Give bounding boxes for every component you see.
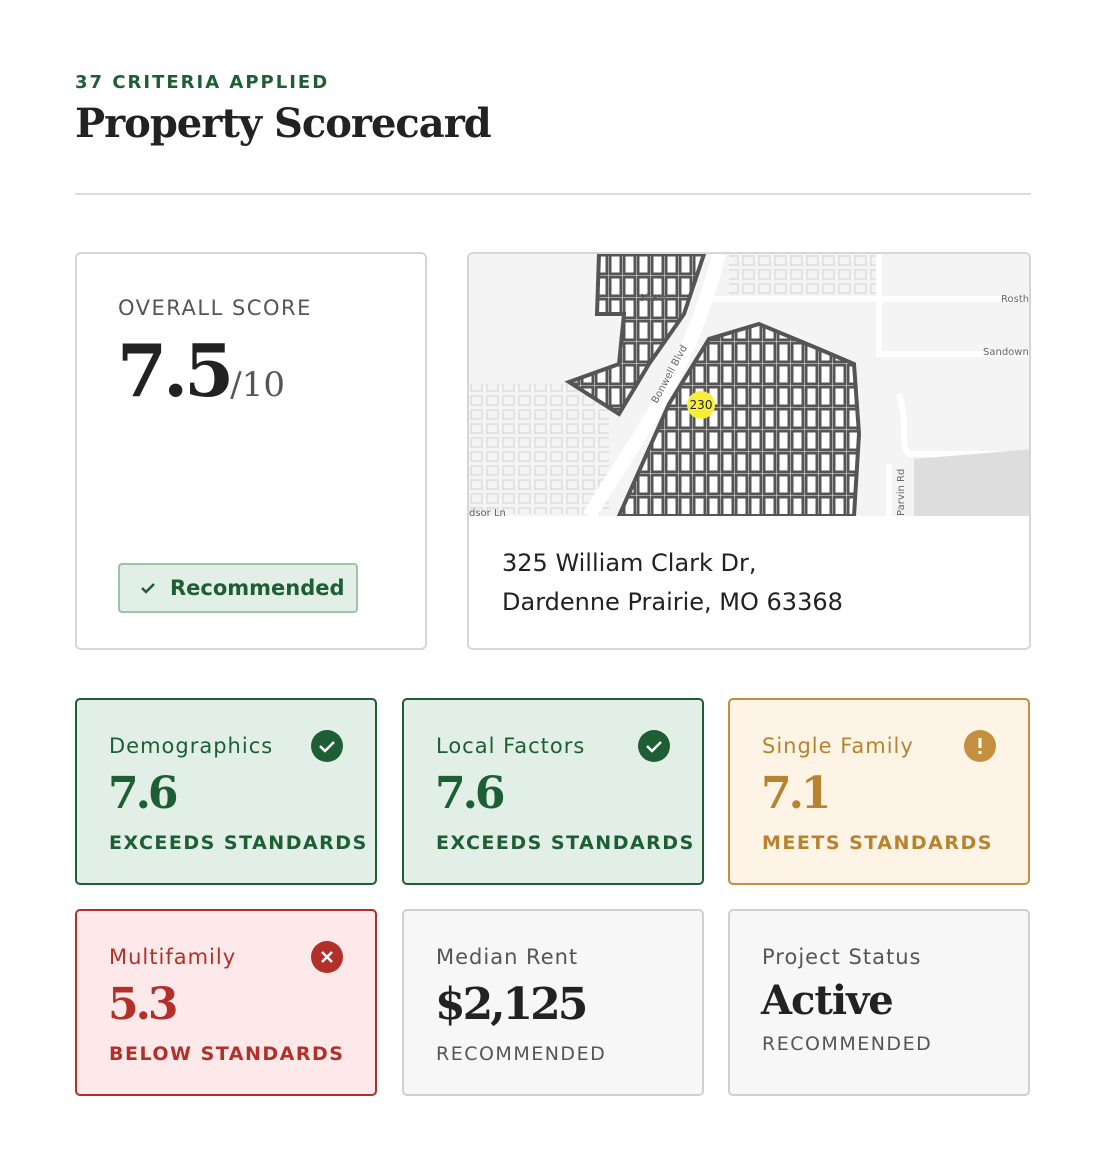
fail-icon	[311, 941, 343, 973]
metric-card: Local Factors 7.6 EXCEEDS STANDARDS	[402, 698, 704, 885]
metric-card: Median Rent $2,125 RECOMMENDED	[402, 909, 704, 1096]
address-line: 325 William Clark Dr,	[502, 549, 757, 577]
metric-value: 7.6	[108, 768, 179, 819]
metric-name: Project Status	[762, 945, 922, 969]
map-label: Rosthe	[1001, 294, 1031, 305]
map: Shaw Bonwell Blvd 230 Rosthe Sandown D P…	[469, 254, 1031, 516]
metric-value: 5.3	[108, 979, 179, 1030]
map-block	[564, 254, 707, 417]
metric-status: RECOMMENDED	[436, 1043, 607, 1065]
divider	[75, 193, 1031, 195]
metric-value: 7.1	[761, 768, 832, 819]
metric-status: EXCEEDS STANDARDS	[109, 832, 368, 854]
metric-status: RECOMMENDED	[762, 1033, 933, 1055]
metric-status: BELOW STANDARDS	[109, 1043, 345, 1065]
map-marker	[687, 391, 715, 419]
map-label: dsor Ln	[469, 508, 506, 516]
metric-value: Active	[761, 977, 894, 1024]
address-line: Dardenne Prairie, MO 63368	[502, 588, 843, 616]
metric-name: Median Rent	[436, 945, 579, 969]
eyebrow: 37 CRITERIA APPLIED	[75, 72, 330, 93]
check-icon	[311, 730, 343, 762]
metric-card: Demographics 7.6 EXCEEDS STANDARDS	[75, 698, 377, 885]
map-label: Shaw	[639, 293, 666, 304]
metric-card: Single Family 7.1 MEETS STANDARDS	[728, 698, 1030, 885]
map-block	[616, 321, 862, 516]
score-value: 7.5	[117, 328, 234, 413]
metric-value: 7.6	[435, 768, 506, 819]
score: 7.5/10	[117, 328, 285, 413]
metric-name: Multifamily	[109, 945, 237, 969]
metric-card: Multifamily 5.3 BELOW STANDARDS	[75, 909, 377, 1096]
badge-text: Recommended	[170, 576, 345, 600]
metric-status: EXCEEDS STANDARDS	[436, 832, 695, 854]
metric-name: Demographics	[109, 734, 274, 758]
metric-name: Local Factors	[436, 734, 586, 758]
score-scale: /10	[230, 365, 285, 405]
map-label: Parvin Rd	[896, 469, 907, 516]
map-marker-label: 230	[690, 398, 713, 412]
map-road	[709, 254, 1029, 516]
map-area	[729, 254, 879, 294]
map-lot	[914, 449, 1029, 516]
check-icon	[638, 730, 670, 762]
map-card: Shaw Bonwell Blvd 230 Rosthe Sandown D P…	[467, 252, 1031, 650]
map-area	[469, 384, 609, 514]
page-title: Property Scorecard	[75, 100, 492, 147]
metric-name: Single Family	[762, 734, 914, 758]
check-icon	[141, 583, 155, 594]
map-road	[583, 254, 726, 516]
metric-status: MEETS STANDARDS	[762, 832, 993, 854]
address: 325 William Clark Dr, Dardenne Prairie, …	[502, 544, 843, 622]
score-label: OVERALL SCORE	[118, 296, 312, 320]
score-card: OVERALL SCORE 7.5/10 Recommended	[75, 252, 427, 650]
map-label: Sandown D	[983, 347, 1031, 358]
metric-value: $2,125	[435, 979, 588, 1030]
metric-card: Project Status Active RECOMMENDED	[728, 909, 1030, 1096]
warning-icon	[964, 730, 996, 762]
badge: Recommended	[118, 563, 358, 613]
